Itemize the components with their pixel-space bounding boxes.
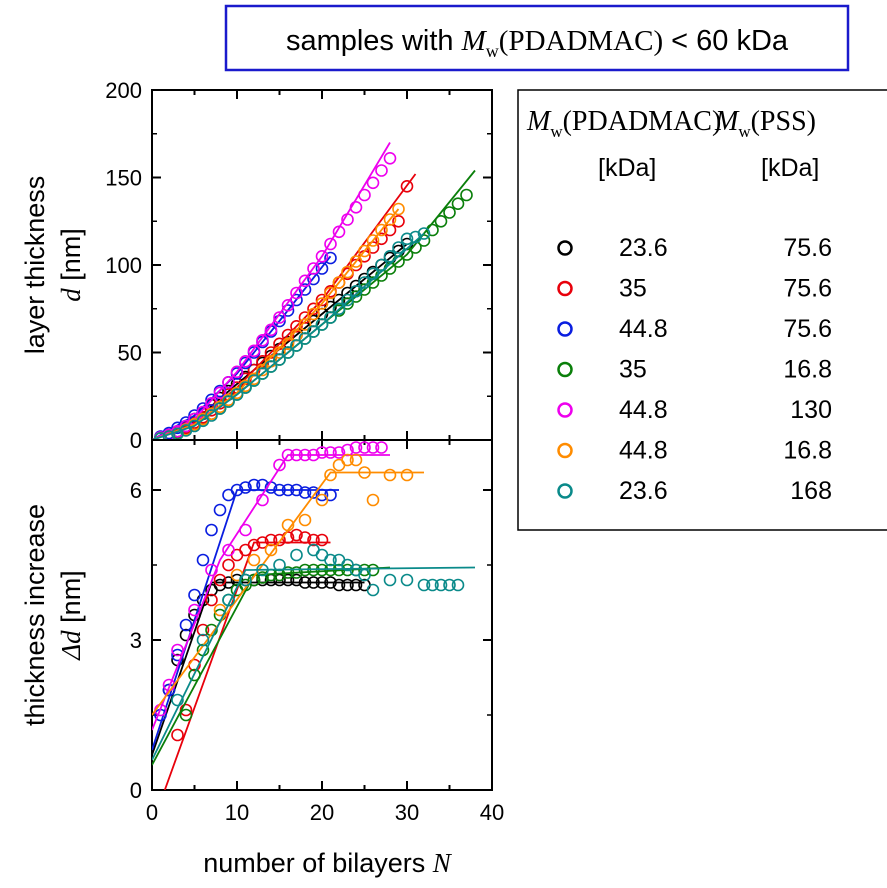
- data-point: [368, 495, 379, 506]
- panel-top: 0 50 100 150 200 layer thickness d [nm]: [20, 78, 492, 453]
- data-point: [291, 550, 302, 561]
- y-axis-unit-label: d [nm]: [56, 228, 86, 302]
- y-tick-label: 0: [130, 778, 142, 803]
- legend-pss-value: 75.6: [783, 234, 832, 262]
- data-point: [376, 442, 387, 453]
- plot-frame: [152, 440, 492, 790]
- x-tick-label: 20: [310, 800, 334, 825]
- data-point: [385, 575, 396, 586]
- data-point: [368, 585, 379, 596]
- x-tick-label: 10: [225, 800, 249, 825]
- data-point: [206, 525, 217, 536]
- legend-pss-value: 16.8: [783, 356, 832, 384]
- x-tick-label: 40: [480, 800, 504, 825]
- y-axis-label: thickness increase: [20, 504, 50, 726]
- y-tick-label: 3: [130, 628, 142, 653]
- legend-pss-value: 75.6: [783, 275, 832, 303]
- data-point: [368, 177, 379, 188]
- data-point: [215, 505, 226, 516]
- data-point: [453, 198, 464, 209]
- data-point: [436, 216, 447, 227]
- y-tick-label: 150: [105, 166, 142, 191]
- x-tick-label: 30: [395, 800, 419, 825]
- y-tick-label: 100: [105, 253, 142, 278]
- y-axis-label: layer thickness: [20, 176, 50, 355]
- data-point: [317, 535, 328, 546]
- y-tick-label: 6: [130, 478, 142, 503]
- legend-pss-value: 75.6: [783, 315, 832, 343]
- plot-frame: [152, 90, 492, 440]
- fit-line: [152, 583, 365, 756]
- data-point: [444, 207, 455, 218]
- data-point: [453, 580, 464, 591]
- banner: samples with Mw(PDADMAC) < 60 kDa: [226, 6, 848, 70]
- legend-pdadmac-value: 44.8: [619, 437, 668, 465]
- legend-pss-value: 168: [790, 477, 832, 505]
- x-axis-label: number of bilayers N: [203, 848, 453, 878]
- data-point: [189, 590, 200, 601]
- data-point: [223, 560, 234, 571]
- banner-text: samples with Mw(PDADMAC) < 60 kDa: [286, 25, 789, 61]
- series-layer: [152, 143, 475, 444]
- legend-pdadmac-value: 23.6: [619, 234, 668, 262]
- data-point: [461, 190, 472, 201]
- series-layer: [152, 442, 475, 790]
- legend-col2-header: Mw(PSS): [714, 106, 816, 141]
- data-point: [402, 470, 413, 481]
- data-point: [300, 515, 311, 526]
- data-point: [385, 470, 396, 481]
- legend: Mw(PDADMAC) Mw(PSS) [kDa] [kDa] 23.6 75.6…: [518, 90, 887, 530]
- legend-pss-value: 16.8: [783, 437, 832, 465]
- data-point: [385, 153, 396, 164]
- data-point: [325, 239, 336, 250]
- data-point: [249, 555, 260, 566]
- fit-line: [152, 171, 475, 441]
- data-point: [402, 575, 413, 586]
- y-tick-label: 50: [118, 341, 142, 366]
- legend-pdadmac-value: 44.8: [619, 396, 668, 424]
- data-point: [351, 455, 362, 466]
- data-point: [240, 525, 251, 536]
- legend-pdadmac-value: 35: [619, 356, 647, 384]
- y-axis-unit-label: Δd [nm]: [56, 570, 86, 660]
- legend-pdadmac-value: 23.6: [619, 477, 668, 505]
- data-point: [172, 730, 183, 741]
- data-point: [359, 190, 370, 201]
- y-tick-label: 0: [130, 428, 142, 453]
- legend-pss-value: 130: [790, 396, 832, 424]
- data-point: [325, 470, 336, 481]
- x-tick-label: 0: [146, 800, 158, 825]
- y-tick-label: 200: [105, 78, 142, 103]
- fit-line: [152, 244, 407, 440]
- legend-col2-unit: [kDa]: [761, 154, 819, 182]
- panel-bottom: 0 3 6 0 10 20 30 40 thickness increase Δd [nm] num…: [20, 440, 504, 878]
- data-point: [376, 165, 387, 176]
- legend-pdadmac-value: 44.8: [619, 315, 668, 343]
- legend-pdadmac-value: 35: [619, 275, 647, 303]
- legend-col1-unit: [kDa]: [598, 154, 656, 182]
- data-point: [198, 555, 209, 566]
